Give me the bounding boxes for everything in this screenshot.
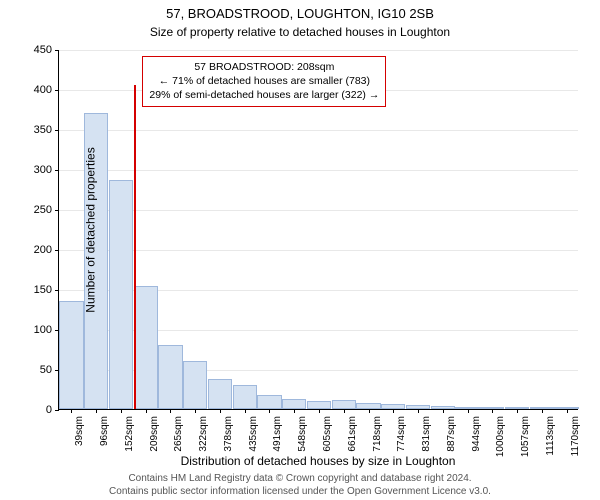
histogram-bar [233, 385, 257, 409]
x-tick-label: 209sqm [149, 416, 160, 452]
x-tick-label: 322sqm [198, 416, 209, 452]
histogram-bar [109, 180, 133, 409]
y-tick [55, 290, 59, 291]
x-tick-label: 435sqm [248, 416, 259, 452]
y-tick-label: 200 [34, 244, 52, 256]
x-tick [71, 409, 72, 413]
histogram-bar [59, 301, 83, 409]
x-tick [468, 409, 469, 413]
x-axis-label: Distribution of detached houses by size … [58, 454, 578, 468]
y-tick [55, 170, 59, 171]
y-tick [55, 410, 59, 411]
x-tick [517, 409, 518, 413]
y-tick-label: 50 [40, 364, 52, 376]
x-tick-label: 265sqm [173, 416, 184, 452]
x-tick [146, 409, 147, 413]
x-tick [220, 409, 221, 413]
x-tick [542, 409, 543, 413]
x-tick [294, 409, 295, 413]
footer-line2: Contains public sector information licen… [0, 485, 600, 498]
y-tick-label: 350 [34, 124, 52, 136]
x-tick [96, 409, 97, 413]
histogram-bar [134, 286, 158, 409]
x-tick-label: 152sqm [124, 416, 135, 452]
y-tick [55, 90, 59, 91]
x-tick-label: 378sqm [223, 416, 234, 452]
histogram-bar [282, 399, 306, 409]
x-tick-label: 661sqm [347, 416, 358, 452]
x-tick-label: 774sqm [396, 416, 407, 452]
histogram-bar [158, 345, 182, 409]
x-tick-label: 718sqm [372, 416, 383, 452]
y-tick [55, 130, 59, 131]
annotation-line: 57 BROADSTROOD: 208sqm [149, 60, 379, 74]
x-tick [195, 409, 196, 413]
x-tick-label: 1057sqm [520, 416, 531, 457]
gridline [59, 130, 578, 131]
x-tick [567, 409, 568, 413]
annotation-box: 57 BROADSTROOD: 208sqm← 71% of detached … [142, 56, 386, 107]
x-tick-label: 39sqm [74, 416, 85, 446]
histogram-bar [208, 379, 232, 409]
x-tick-label: 1170sqm [570, 416, 581, 456]
x-tick [121, 409, 122, 413]
x-tick-label: 1113sqm [545, 416, 556, 456]
y-tick-label: 400 [34, 84, 52, 96]
histogram-bar [257, 395, 281, 409]
annotation-line: 29% of semi-detached houses are larger (… [149, 88, 379, 102]
x-tick-label: 887sqm [446, 416, 457, 452]
y-tick-label: 300 [34, 164, 52, 176]
footer-line1: Contains HM Land Registry data © Crown c… [0, 472, 600, 485]
histogram-bar [307, 401, 331, 409]
y-tick [55, 50, 59, 51]
gridline [59, 210, 578, 211]
page-title: 57, BROADSTROOD, LOUGHTON, IG10 2SB [0, 0, 600, 23]
y-tick-label: 250 [34, 204, 52, 216]
x-tick [492, 409, 493, 413]
gridline [59, 50, 578, 51]
chart: 39sqm96sqm152sqm209sqm265sqm322sqm378sqm… [58, 50, 578, 410]
footer: Contains HM Land Registry data © Crown c… [0, 472, 600, 498]
x-tick [369, 409, 370, 413]
x-tick [170, 409, 171, 413]
x-tick-label: 491sqm [272, 416, 283, 452]
y-axis-label: Number of detached properties [84, 147, 98, 312]
x-tick [418, 409, 419, 413]
x-tick-label: 548sqm [297, 416, 308, 452]
y-tick-label: 150 [34, 284, 52, 296]
x-tick-label: 831sqm [421, 416, 432, 452]
marker-line [134, 85, 136, 409]
page-subtitle: Size of property relative to detached ho… [0, 23, 600, 39]
y-tick [55, 250, 59, 251]
y-tick-label: 450 [34, 44, 52, 56]
y-tick-label: 0 [46, 404, 52, 416]
x-tick [344, 409, 345, 413]
y-tick [55, 210, 59, 211]
gridline [59, 170, 578, 171]
gridline [59, 250, 578, 251]
x-tick [319, 409, 320, 413]
histogram-bar [332, 400, 356, 409]
x-tick [393, 409, 394, 413]
x-tick-label: 96sqm [99, 416, 110, 446]
x-tick [245, 409, 246, 413]
x-tick [443, 409, 444, 413]
x-tick [269, 409, 270, 413]
x-tick-label: 1000sqm [495, 416, 506, 457]
x-tick-label: 944sqm [471, 416, 482, 452]
x-tick-label: 605sqm [322, 416, 333, 452]
histogram-bar [183, 361, 207, 409]
y-tick-label: 100 [34, 324, 52, 336]
annotation-line: ← 71% of detached houses are smaller (78… [149, 74, 379, 88]
plot-area: 39sqm96sqm152sqm209sqm265sqm322sqm378sqm… [58, 50, 578, 410]
